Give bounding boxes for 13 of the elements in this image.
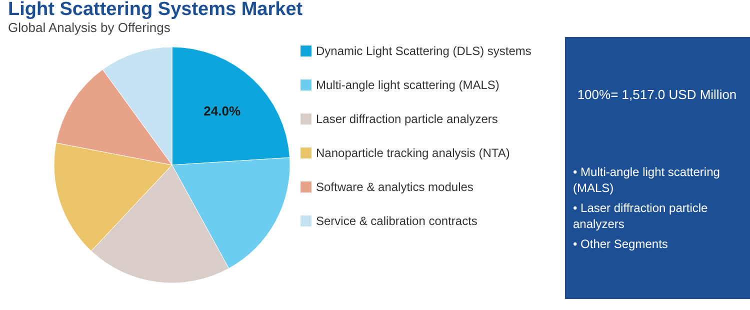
text: • Multi-angle light scattering (MALS): [573, 165, 720, 195]
legend-label: Dynamic Light Scattering (DLS) systems: [316, 44, 532, 58]
text: • Laser diffraction particle analyzers: [573, 201, 708, 231]
text: • Other Segments: [573, 237, 668, 251]
data-label: 24.0%: [204, 104, 241, 119]
text: 100%= 1,517.0 USD Million: [577, 87, 737, 102]
chart-subtitle: Global Analysis by Offerings: [8, 20, 171, 35]
legend-label: Service & calibration contracts: [316, 214, 478, 228]
chart-title: Light Scattering Systems Market: [8, 0, 304, 20]
legend-label: Software & analytics modules: [316, 180, 474, 194]
legend-label: Nanoparticle tracking analysis (NTA): [316, 146, 510, 160]
legend-label: Multi-angle light scattering (MALS): [316, 78, 500, 92]
legend-label: Laser diffraction particle analyzers: [316, 112, 498, 126]
